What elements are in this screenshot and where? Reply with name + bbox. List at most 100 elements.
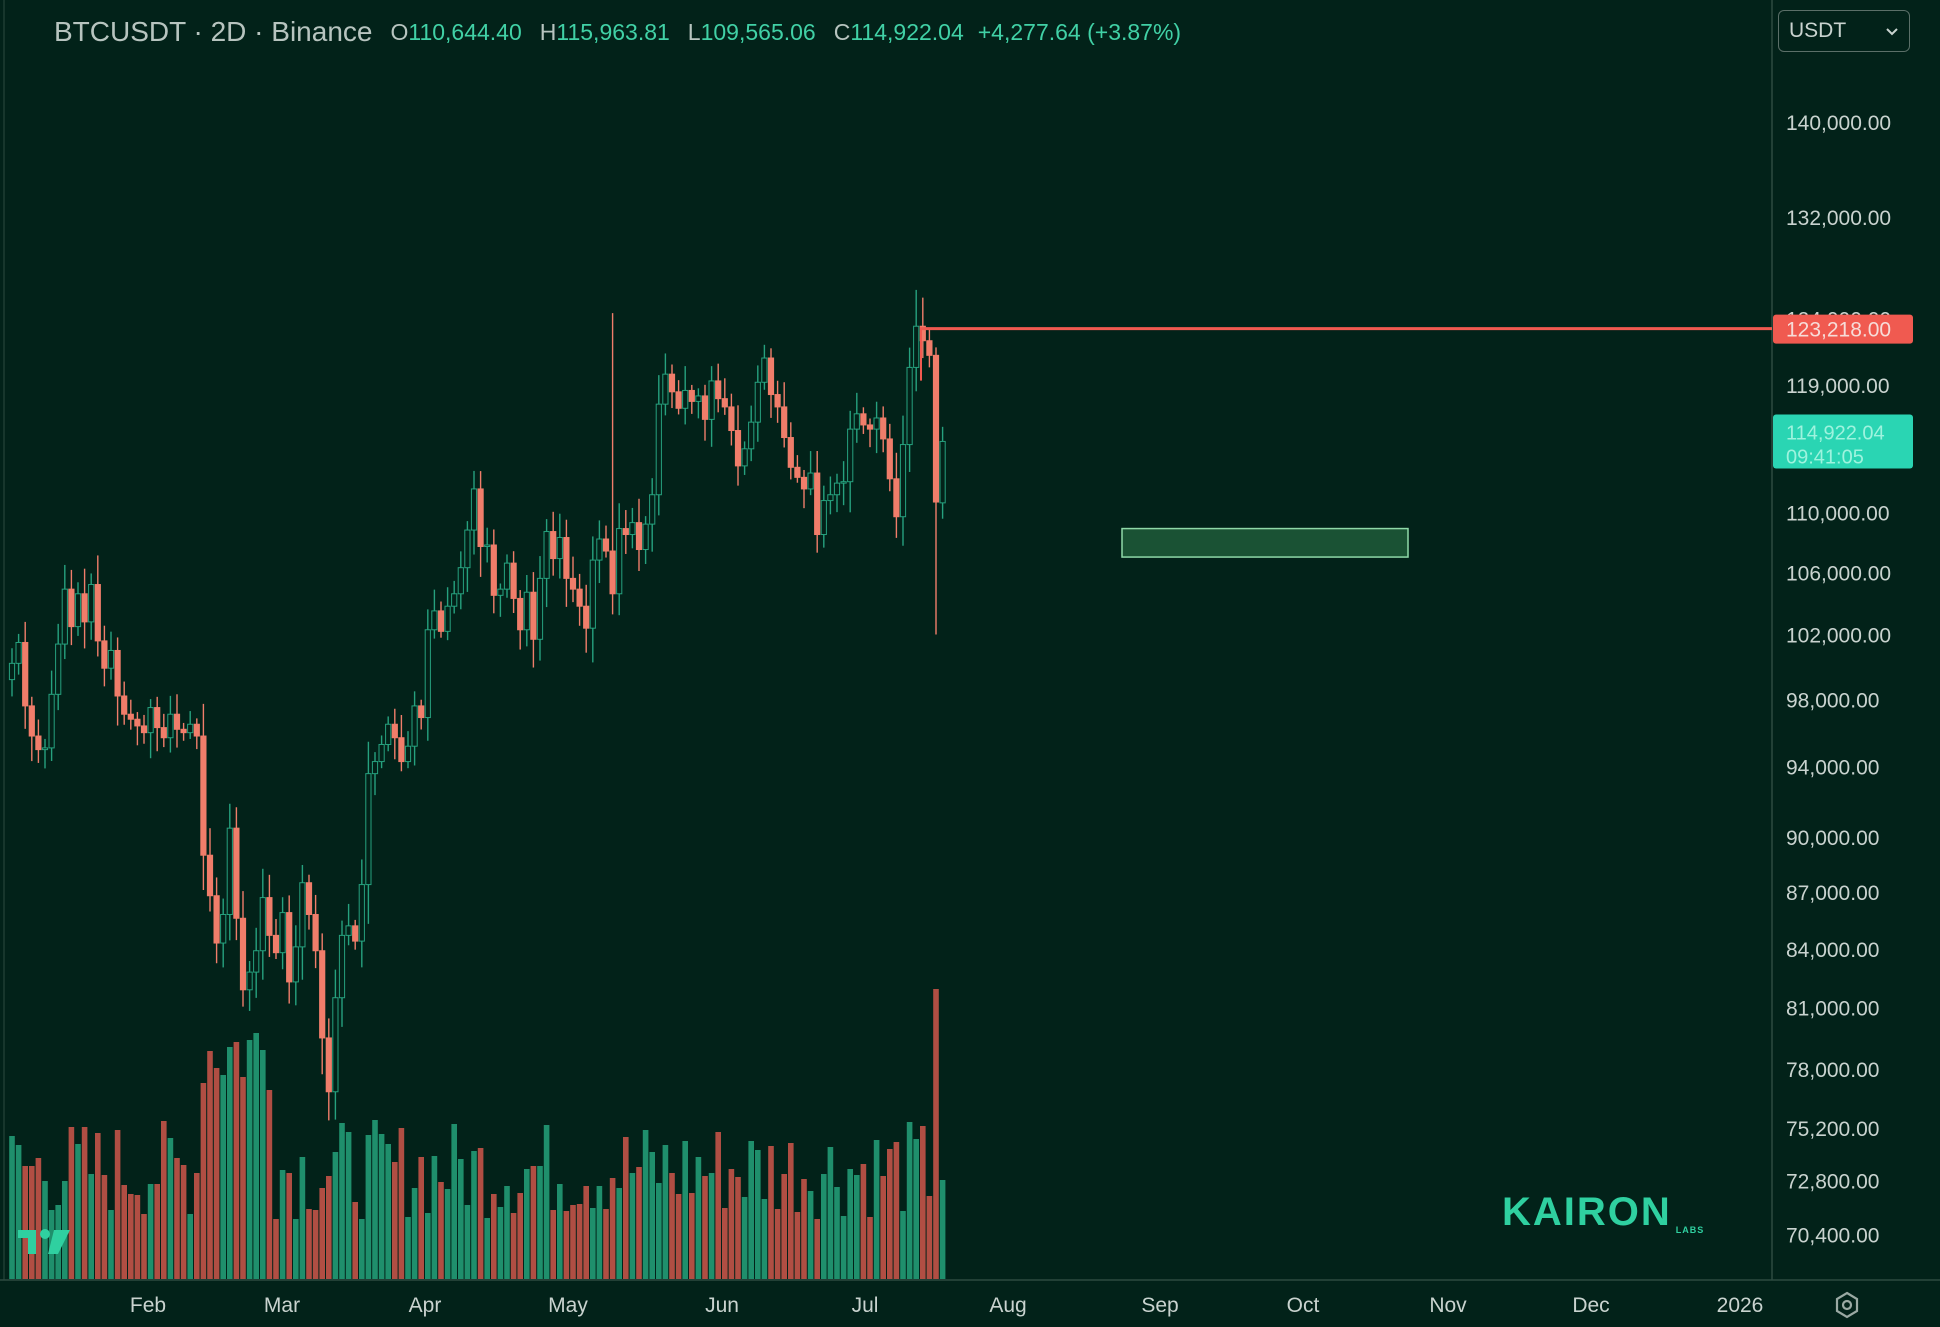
candle-body[interactable] [497, 588, 504, 596]
candle-body[interactable] [622, 528, 629, 536]
candle-body[interactable] [35, 735, 42, 751]
candle-body[interactable] [629, 522, 636, 536]
candle-body[interactable] [781, 406, 788, 439]
candle-body[interactable] [899, 444, 907, 518]
candle-body[interactable] [345, 925, 352, 936]
candle-body[interactable] [88, 584, 95, 623]
candle-body[interactable] [556, 537, 563, 560]
candle-body[interactable] [266, 897, 273, 936]
candle-body[interactable] [28, 705, 35, 737]
candle-body[interactable] [913, 325, 920, 368]
candle-body[interactable] [41, 747, 49, 751]
candle-body[interactable] [490, 544, 497, 596]
candle-body[interactable] [569, 577, 577, 590]
candle-body[interactable] [550, 531, 557, 560]
candle-body[interactable] [668, 373, 676, 393]
candle-body[interactable] [220, 913, 227, 944]
candle-body[interactable] [279, 912, 286, 954]
candle-body[interactable] [682, 389, 689, 409]
candle-body[interactable] [662, 373, 669, 405]
candle-body[interactable] [437, 610, 445, 632]
candle-body[interactable] [583, 605, 590, 629]
candle-body[interactable] [688, 389, 695, 402]
candle-body[interactable] [332, 997, 339, 1093]
candle-body[interactable] [22, 641, 29, 707]
candle-body[interactable] [239, 917, 247, 991]
currency-selector[interactable]: USDT [1778, 10, 1910, 52]
candle-body[interactable] [715, 380, 722, 400]
candle-body[interactable] [15, 641, 22, 664]
candle-body[interactable] [365, 773, 372, 886]
candle-body[interactable] [431, 610, 438, 631]
candle-body[interactable] [774, 394, 781, 408]
candle-body[interactable] [906, 366, 913, 446]
candle-body[interactable] [794, 466, 801, 478]
candle-body[interactable] [517, 597, 524, 631]
candle-body[interactable] [814, 472, 821, 536]
candle-body[interactable] [880, 417, 887, 440]
candle-body[interactable] [893, 478, 900, 518]
candle-body[interactable] [385, 723, 392, 746]
candle-body[interactable] [833, 482, 841, 496]
tradingview-logo-icon[interactable] [16, 1224, 74, 1258]
candle-body[interactable] [226, 827, 233, 915]
candle-body[interactable] [246, 971, 253, 991]
candle-body[interactable] [48, 693, 55, 749]
candle-body[interactable] [734, 430, 742, 467]
candle-body[interactable] [398, 737, 405, 763]
candle-body[interactable] [193, 723, 200, 737]
candle-body[interactable] [932, 354, 940, 503]
candle-body[interactable] [154, 707, 161, 729]
candle-body[interactable] [800, 476, 808, 490]
candle-body[interactable] [358, 884, 365, 942]
candle-body[interactable] [233, 827, 240, 919]
candle-body[interactable] [68, 588, 75, 628]
candle-body[interactable] [107, 649, 115, 669]
candle-body[interactable] [787, 437, 794, 468]
candle-body[interactable] [378, 744, 385, 763]
candle-body[interactable] [286, 912, 293, 983]
candle-body[interactable] [404, 745, 412, 763]
candle-body[interactable] [114, 649, 121, 697]
candle-body[interactable] [451, 593, 458, 607]
candle-body[interactable] [576, 588, 583, 607]
candle-body[interactable] [754, 381, 761, 423]
candle-body[interactable] [94, 584, 101, 642]
candle-body[interactable] [127, 713, 134, 720]
candle-body[interactable] [61, 588, 68, 645]
candle-body[interactable] [866, 424, 874, 430]
candle-body[interactable] [655, 403, 662, 496]
candle-body[interactable] [55, 643, 62, 695]
candle-body[interactable] [695, 395, 702, 402]
candle-body[interactable] [530, 591, 537, 640]
candle-body[interactable] [140, 725, 148, 734]
candle-body[interactable] [761, 357, 768, 383]
candle-body[interactable] [675, 391, 682, 409]
candle-body[interactable] [424, 629, 431, 719]
candle-body[interactable] [411, 705, 418, 747]
candle-body[interactable] [853, 413, 860, 430]
candle-body[interactable] [767, 357, 775, 396]
candle-body[interactable] [418, 705, 425, 719]
candle-body[interactable] [536, 577, 544, 640]
candle-body[interactable] [708, 380, 715, 420]
candle-body[interactable] [180, 728, 187, 734]
candle-body[interactable] [649, 494, 656, 525]
candle-body[interactable] [200, 735, 207, 856]
candle-body[interactable] [741, 448, 748, 467]
candle-body[interactable] [503, 562, 511, 590]
candle-body[interactable] [259, 897, 266, 952]
candle-body[interactable] [847, 428, 854, 483]
candle-body[interactable] [352, 925, 359, 942]
candle-body[interactable] [305, 882, 313, 915]
candle-body[interactable] [319, 950, 326, 1039]
candle-body[interactable] [391, 723, 398, 739]
candle-body[interactable] [642, 523, 649, 551]
candle-body[interactable] [589, 559, 596, 629]
candle-body[interactable] [523, 591, 530, 631]
candle-body[interactable] [748, 421, 755, 450]
candle-body[interactable] [563, 537, 570, 579]
candle-body[interactable] [602, 538, 610, 552]
candle-body[interactable] [860, 413, 867, 426]
